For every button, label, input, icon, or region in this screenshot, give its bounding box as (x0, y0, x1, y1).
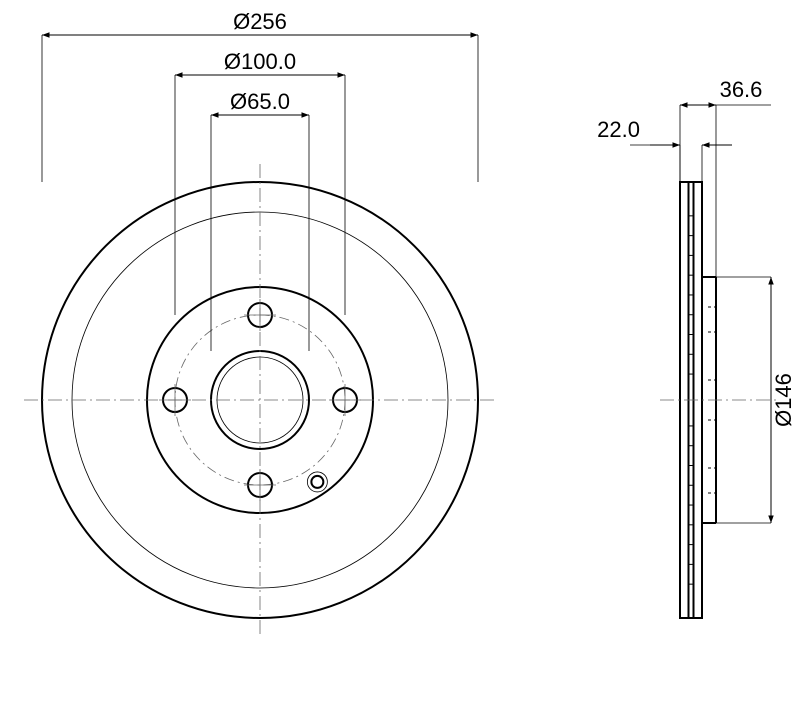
svg-text:36.6: 36.6 (720, 77, 763, 102)
side-view (660, 182, 776, 618)
front-view (24, 164, 496, 636)
locator-hole (311, 476, 323, 488)
svg-text:22.0: 22.0 (597, 117, 640, 142)
svg-text:Ø100.0: Ø100.0 (224, 49, 296, 74)
svg-text:Ø65.0: Ø65.0 (230, 89, 290, 114)
svg-text:Ø146: Ø146 (771, 373, 796, 427)
svg-text:Ø256: Ø256 (233, 9, 287, 34)
